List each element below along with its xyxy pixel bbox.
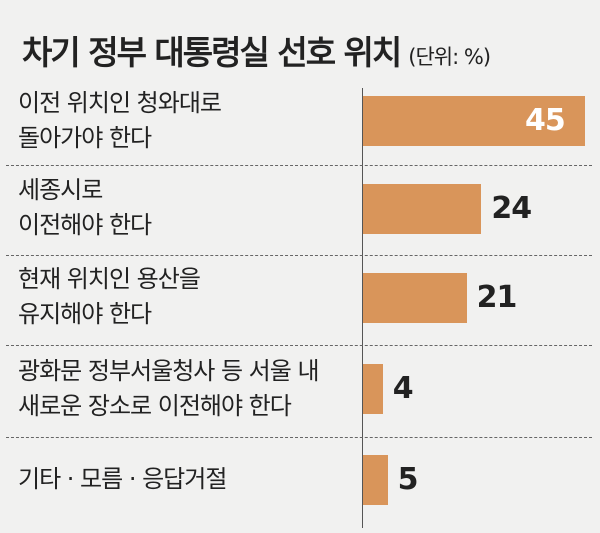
- row-separator: [6, 437, 592, 438]
- bar: [363, 364, 383, 414]
- row-separator: [6, 255, 592, 256]
- bar: [363, 184, 482, 234]
- data-label: 21: [476, 280, 518, 315]
- bar: [363, 96, 585, 146]
- category-label: 세종시로 이전해야 한다: [18, 176, 152, 239]
- row-separator: [6, 165, 592, 166]
- unit-label: (단위: %): [408, 45, 491, 69]
- data-label: 45: [525, 103, 566, 138]
- data-label: 24: [491, 191, 532, 226]
- row-separator: [6, 345, 592, 346]
- data-label: 4: [392, 371, 414, 406]
- title-text: 차기 정부 대통령실 선호 위치: [22, 33, 402, 72]
- category-label: 현재 위치인 용산을 유지해야 한다: [18, 265, 201, 328]
- data-label: 5: [397, 462, 419, 497]
- bar: [363, 455, 388, 505]
- bar: [363, 273, 467, 323]
- category-label: 이전 위치인 청와대로 돌아가야 한다: [18, 89, 222, 152]
- category-axis-line: [362, 88, 363, 528]
- chart-title: 차기 정부 대통령실 선호 위치 (단위: %): [22, 26, 491, 74]
- category-label: 기타 · 모름 · 응답거절: [18, 465, 227, 493]
- category-label: 광화문 정부서울청사 등 서울 내 새로운 장소로 이전해야 한다: [18, 357, 320, 420]
